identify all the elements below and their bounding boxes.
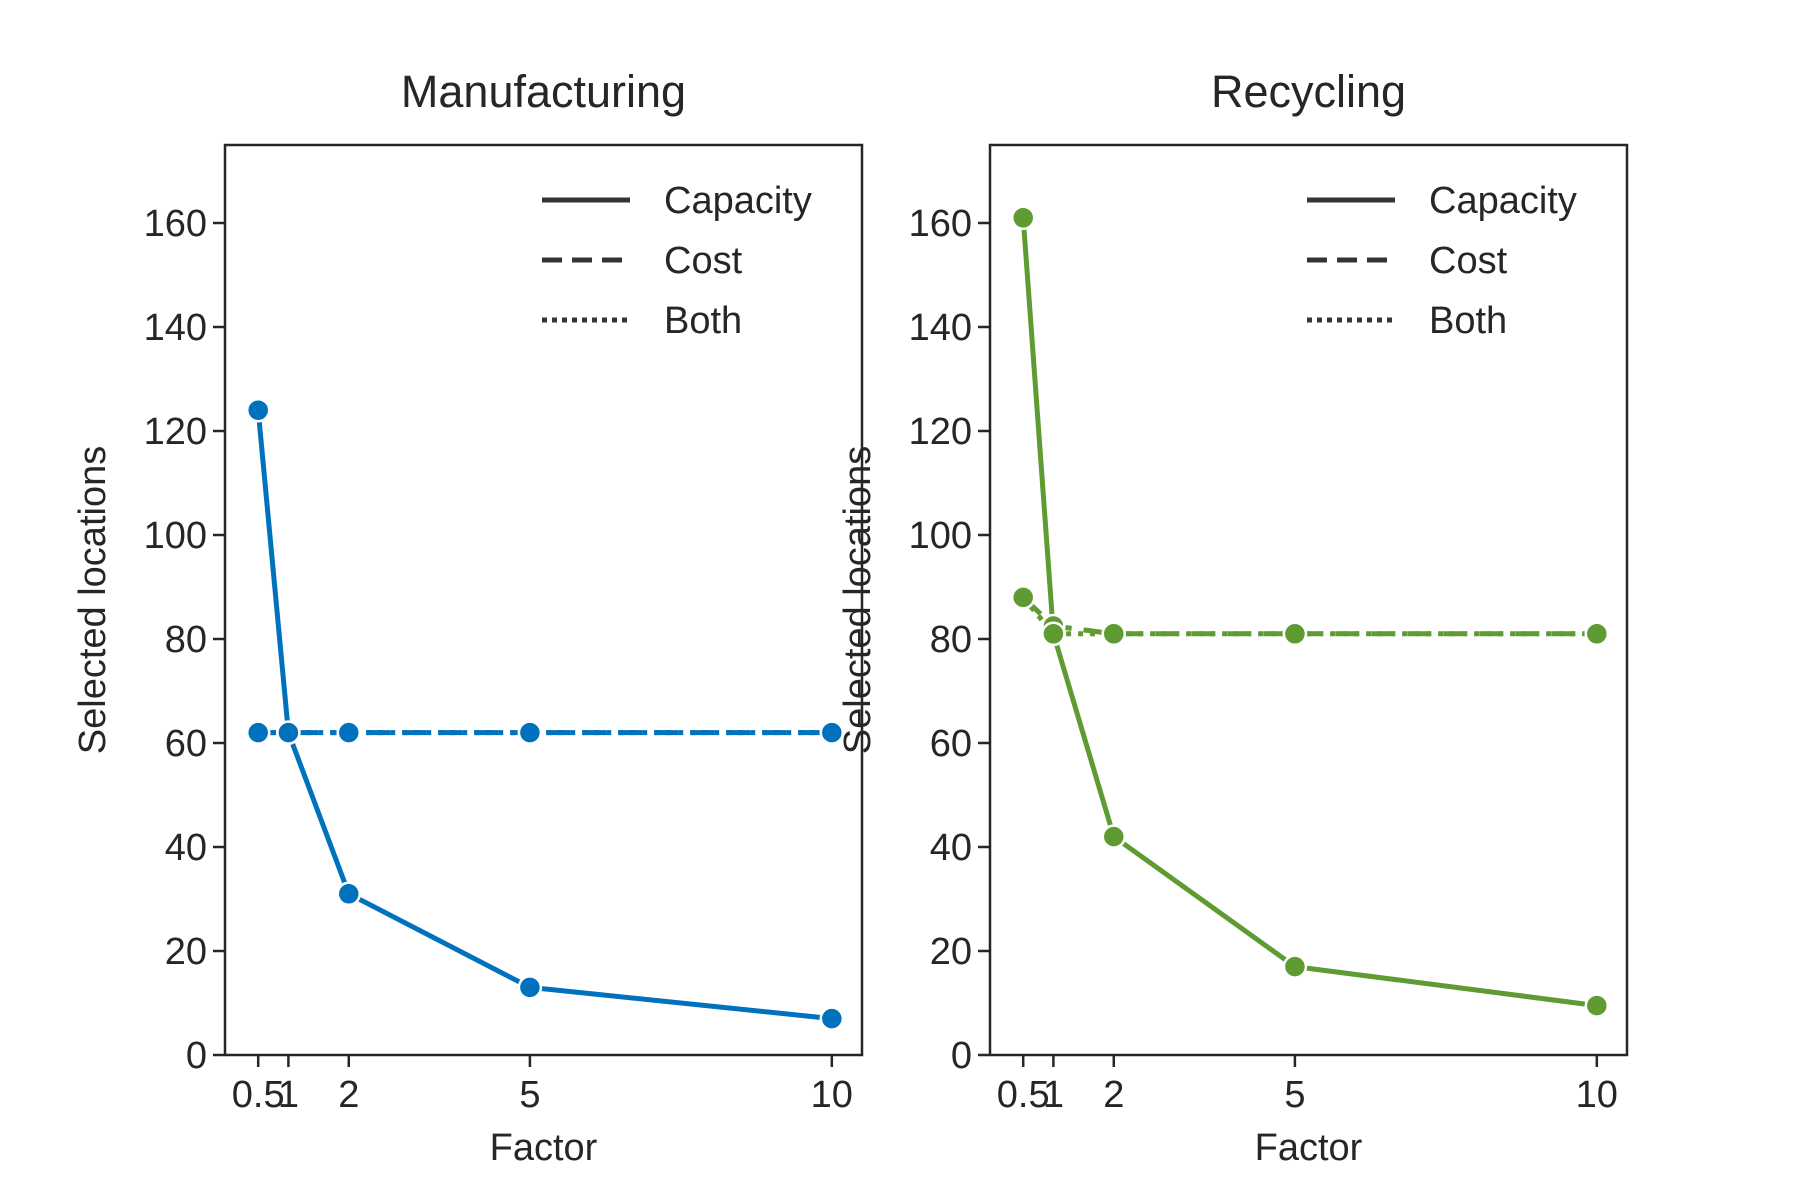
data-point-cost <box>517 720 543 745</box>
data-point-cost <box>1282 621 1308 647</box>
y-tick-label: 120 <box>909 411 972 453</box>
chart-title: Manufacturing <box>401 66 686 117</box>
plot-frame <box>988 143 1629 1057</box>
y-tick-label: 0 <box>186 1035 207 1077</box>
y-tick-label: 120 <box>144 411 207 453</box>
legend-label-both: Both <box>1429 300 1507 342</box>
y-axis-label: Selected locations <box>72 446 114 754</box>
y-tick-label: 40 <box>930 827 972 869</box>
x-tick-label: 0.5 <box>997 1074 1050 1116</box>
legend: Capacity Cost Both <box>542 180 812 342</box>
data-point-capacity <box>1584 993 1610 1018</box>
x-tick-label: 5 <box>519 1074 540 1116</box>
series-line-capacity <box>255 409 833 1022</box>
y-tick-label: 60 <box>165 723 207 765</box>
x-tick-label: 5 <box>1284 1074 1305 1116</box>
data-point-capacity <box>1010 205 1036 231</box>
data-point-capacity <box>1101 824 1127 849</box>
data-point-cost <box>819 720 845 745</box>
data-point-capacity <box>517 975 543 1000</box>
legend-label-cost: Cost <box>664 240 743 282</box>
y-tick-label: 140 <box>909 307 972 349</box>
y-tick-label: 80 <box>165 619 207 661</box>
data-point-cost <box>336 720 362 745</box>
y-tick-label: 20 <box>930 931 972 973</box>
legend-label-capacity: Capacity <box>664 180 812 222</box>
plot-frame <box>223 143 864 1057</box>
x-tick-label: 2 <box>1103 1074 1124 1116</box>
x-tick-label: 2 <box>338 1074 359 1116</box>
data-point-capacity <box>1282 954 1308 979</box>
data-point-cost <box>245 720 271 745</box>
data-point-capacity <box>1041 621 1066 647</box>
y-tick-label: 40 <box>165 827 207 869</box>
y-tick-label: 100 <box>144 515 207 557</box>
data-point-capacity <box>276 720 301 745</box>
x-tick-label: 1 <box>1043 1074 1064 1116</box>
y-tick-label: 20 <box>165 931 207 973</box>
legend-label-both: Both <box>664 300 742 342</box>
y-tick-label: 0 <box>951 1035 972 1077</box>
data-point-cost <box>1010 585 1036 610</box>
y-tick-label: 160 <box>909 203 972 245</box>
y-axis-label: Selected locations <box>837 446 879 754</box>
y-tick-label: 160 <box>144 203 207 245</box>
x-tick-label: 10 <box>811 1074 853 1116</box>
panel-recycling: Recycling 0 20 40 60 80 100 120 140 160 0.51 2 5 10 Fa… <box>837 66 1629 1169</box>
series-line-capacity <box>1020 217 1598 1009</box>
data-point-cost <box>1584 621 1610 647</box>
y-tick-label: 100 <box>909 515 972 557</box>
data-point-capacity <box>245 397 271 423</box>
data-point-cost <box>1101 621 1127 647</box>
legend: Capacity Cost Both <box>1307 180 1577 342</box>
y-tick-label: 80 <box>930 619 972 661</box>
panel-manufacturing: Manufacturing 0 20 40 60 80 100 120 140 160 0.51 2 5… <box>72 66 864 1169</box>
y-tick-label: 60 <box>930 723 972 765</box>
legend-label-capacity: Capacity <box>1429 180 1577 222</box>
chart-title: Recycling <box>1211 66 1406 117</box>
x-axis-label: Factor <box>490 1127 598 1169</box>
x-tick-label: 1 <box>278 1074 299 1116</box>
data-point-capacity <box>819 1006 845 1031</box>
x-tick-label: 10 <box>1576 1074 1618 1116</box>
x-axis-label: Factor <box>1255 1127 1363 1169</box>
y-tick-label: 140 <box>144 307 207 349</box>
x-tick-label: 0.5 <box>232 1074 285 1116</box>
data-point-capacity <box>336 881 362 907</box>
legend-label-cost: Cost <box>1429 240 1508 282</box>
